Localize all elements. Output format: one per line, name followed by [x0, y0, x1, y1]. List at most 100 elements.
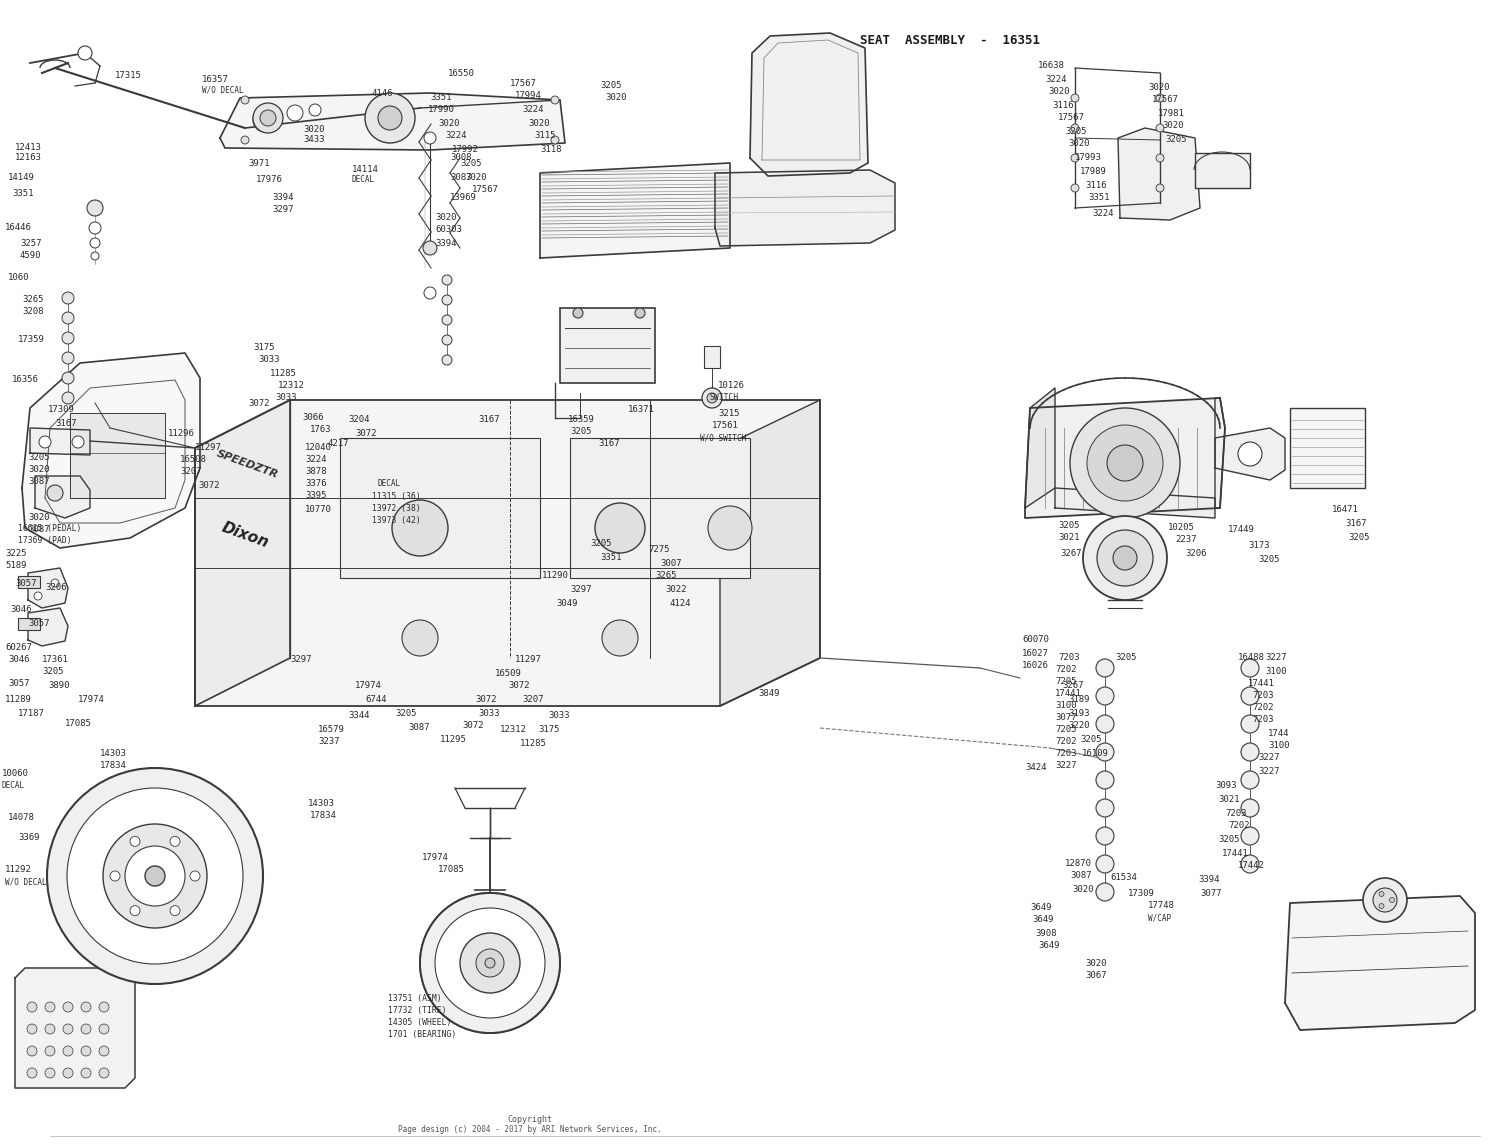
Text: 17567: 17567	[472, 186, 500, 194]
Text: 1763: 1763	[310, 426, 332, 434]
Text: 3394: 3394	[1198, 876, 1219, 884]
Text: 4124: 4124	[670, 598, 692, 607]
Circle shape	[62, 292, 74, 304]
Text: 16109: 16109	[1082, 748, 1108, 758]
Text: 17976: 17976	[256, 176, 284, 185]
Text: 3376: 3376	[304, 480, 327, 489]
Text: 3649: 3649	[1030, 903, 1051, 913]
Circle shape	[1378, 892, 1384, 897]
Circle shape	[1096, 799, 1114, 817]
Text: 3369: 3369	[18, 833, 39, 843]
Circle shape	[1240, 827, 1258, 845]
Circle shape	[130, 837, 140, 846]
Bar	[704, 346, 720, 369]
Text: 3267: 3267	[1060, 549, 1082, 558]
Text: 17441: 17441	[1248, 678, 1275, 688]
Circle shape	[1240, 687, 1258, 705]
Text: 3167: 3167	[56, 419, 76, 427]
Text: W/CAP: W/CAP	[1148, 914, 1172, 923]
Text: 3205: 3205	[1348, 533, 1370, 542]
Text: 3297: 3297	[290, 656, 312, 665]
Text: 17732 (TIRE): 17732 (TIRE)	[388, 1006, 447, 1015]
Circle shape	[27, 1068, 38, 1078]
Circle shape	[62, 332, 74, 344]
Text: 11295: 11295	[440, 736, 466, 745]
Text: 14078: 14078	[8, 814, 34, 822]
Text: 3087: 3087	[1070, 871, 1092, 881]
Text: 3205: 3205	[1114, 653, 1137, 662]
Text: 7203: 7203	[1252, 691, 1274, 700]
Text: 3066: 3066	[302, 413, 324, 422]
Circle shape	[424, 132, 436, 144]
Text: 3265: 3265	[22, 295, 44, 304]
Circle shape	[254, 103, 284, 133]
Text: 3649: 3649	[1032, 915, 1053, 924]
Text: 3394: 3394	[272, 194, 294, 202]
Text: 3224: 3224	[304, 456, 327, 465]
Circle shape	[378, 106, 402, 130]
Text: 3057: 3057	[28, 619, 50, 628]
Text: SWITCH: SWITCH	[710, 394, 740, 403]
Circle shape	[260, 110, 276, 126]
Circle shape	[1156, 124, 1164, 132]
Circle shape	[27, 1046, 38, 1056]
Circle shape	[242, 135, 249, 144]
Bar	[70, 413, 165, 498]
Text: 17449: 17449	[1228, 526, 1256, 535]
Circle shape	[46, 484, 63, 501]
Circle shape	[81, 1002, 92, 1013]
Circle shape	[170, 837, 180, 846]
Circle shape	[1083, 515, 1167, 600]
Text: 3424: 3424	[1024, 763, 1047, 773]
Text: 12312: 12312	[500, 726, 526, 735]
Circle shape	[63, 1024, 74, 1034]
Text: 3227: 3227	[1054, 761, 1077, 770]
Text: 3072: 3072	[248, 398, 270, 408]
Circle shape	[62, 391, 74, 404]
Circle shape	[1389, 898, 1395, 902]
Text: 3057: 3057	[15, 579, 36, 588]
Circle shape	[1071, 124, 1078, 132]
Text: 3021: 3021	[1058, 534, 1080, 543]
Circle shape	[170, 906, 180, 916]
Text: 3224: 3224	[1046, 75, 1066, 84]
Text: 17361: 17361	[42, 656, 69, 665]
Text: 3020: 3020	[1148, 84, 1170, 93]
Text: 11289: 11289	[4, 696, 32, 705]
Text: 3077: 3077	[1200, 889, 1221, 898]
Text: 16508: 16508	[180, 456, 207, 465]
Polygon shape	[1215, 428, 1286, 480]
Circle shape	[702, 388, 721, 408]
Text: 14114: 14114	[352, 165, 380, 174]
Text: 12413: 12413	[15, 144, 42, 153]
Text: 3890: 3890	[48, 682, 69, 690]
Text: 3087: 3087	[450, 173, 471, 183]
Circle shape	[92, 253, 99, 259]
Text: 3173: 3173	[1248, 542, 1269, 551]
Text: 3297: 3297	[570, 585, 591, 595]
Text: 3077: 3077	[1054, 714, 1077, 722]
Circle shape	[706, 393, 717, 403]
Text: 3649: 3649	[1038, 941, 1059, 951]
Text: 3215: 3215	[718, 409, 740, 418]
Text: 14303: 14303	[308, 799, 334, 807]
Bar	[1196, 153, 1249, 188]
Text: 60070: 60070	[1022, 636, 1048, 644]
Text: 3208: 3208	[22, 308, 44, 317]
Text: Copyright: Copyright	[507, 1116, 552, 1125]
Text: 3020: 3020	[1072, 885, 1094, 894]
Circle shape	[254, 108, 278, 132]
Text: 17834: 17834	[310, 812, 338, 821]
Text: 1744: 1744	[1268, 729, 1290, 737]
Text: 3116: 3116	[1084, 180, 1107, 189]
Text: 7203: 7203	[1226, 808, 1246, 817]
Text: 4590: 4590	[20, 250, 42, 259]
Text: W/O DECAL: W/O DECAL	[4, 877, 46, 886]
Text: 3206: 3206	[45, 583, 66, 592]
Circle shape	[39, 436, 51, 448]
Text: 3205: 3205	[1218, 836, 1239, 845]
Text: 3100: 3100	[1054, 701, 1077, 711]
Circle shape	[402, 620, 438, 656]
Circle shape	[1240, 855, 1258, 872]
Text: 3072: 3072	[476, 696, 496, 705]
